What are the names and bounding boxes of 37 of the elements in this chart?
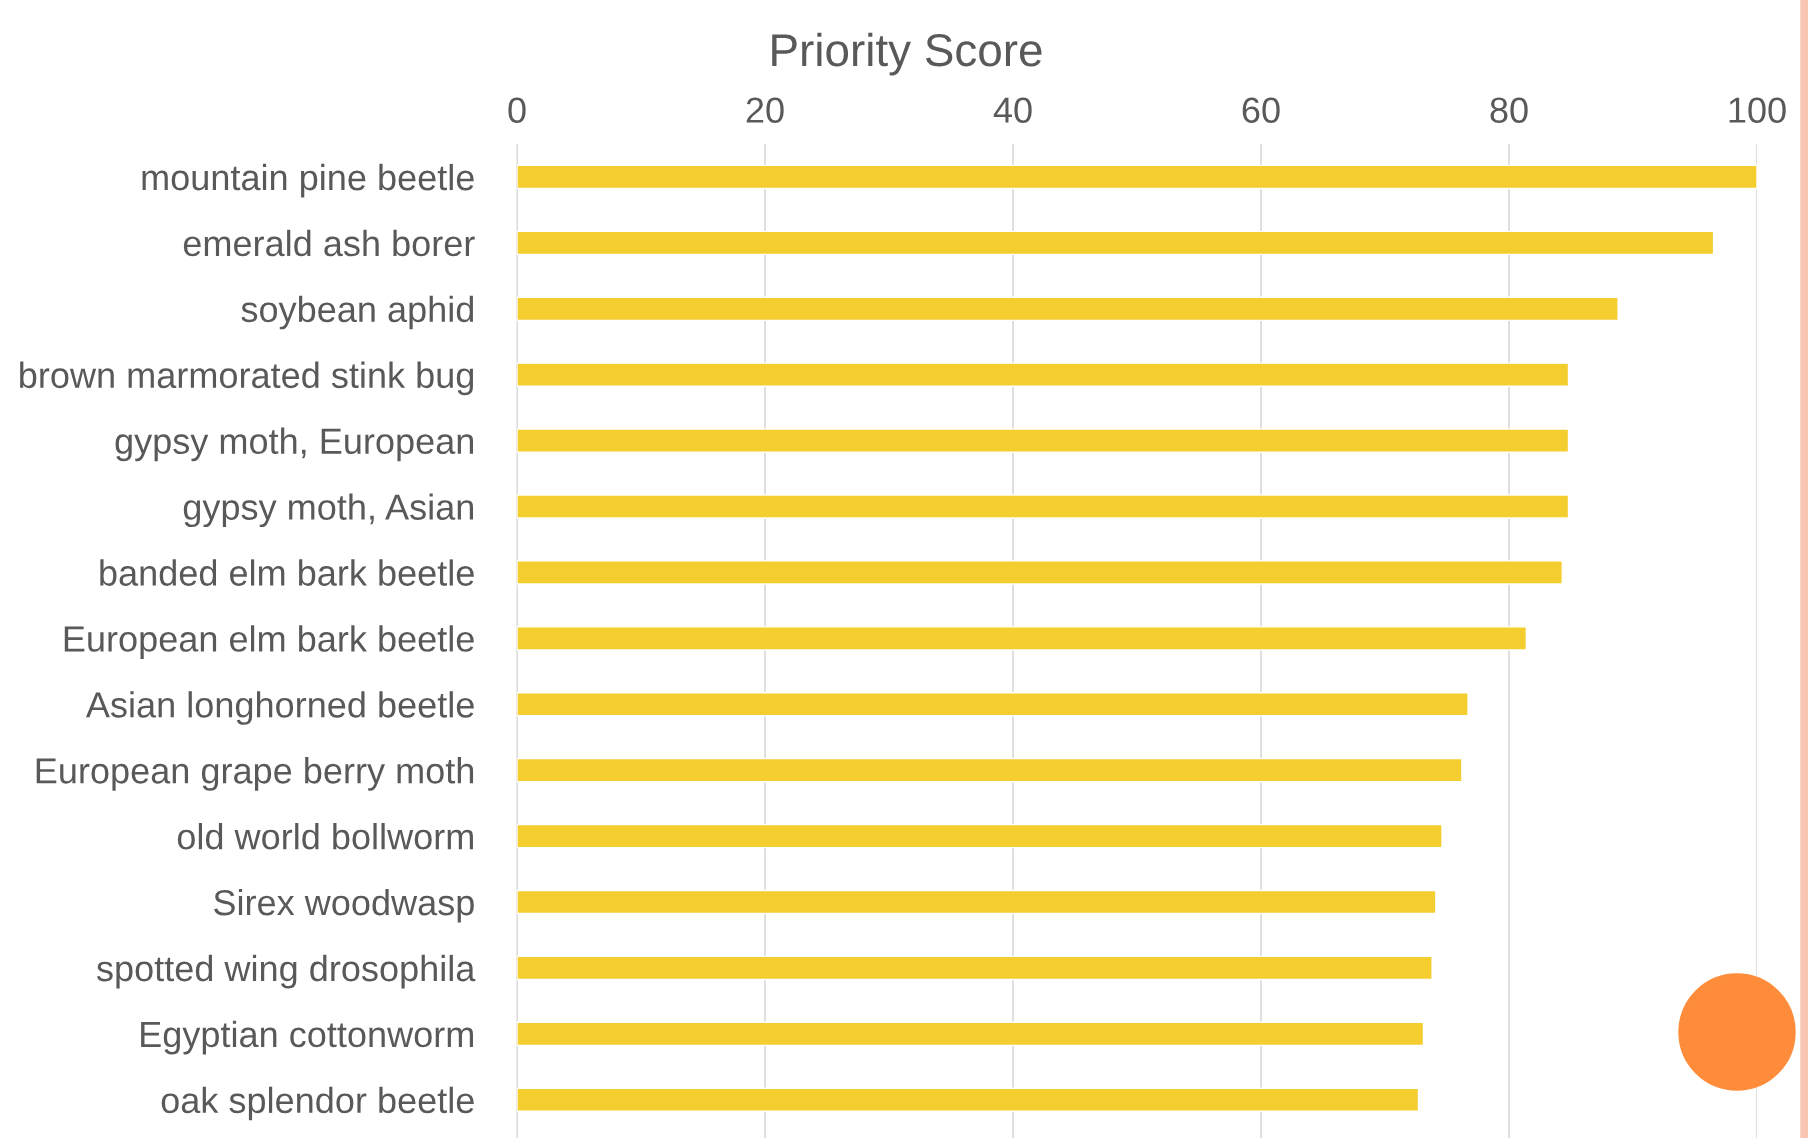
bar [517, 428, 1570, 453]
bar [517, 955, 1433, 981]
y-tick-label: banded elm bark beetle [100, 559, 474, 586]
x-tick-label: 80 [1490, 97, 1528, 123]
x-tick-label: 0 [508, 97, 526, 123]
bar [517, 296, 1619, 322]
y-tick-label: Asian longhorned beetle [85, 691, 474, 725]
x-tick-label: 60 [1242, 97, 1280, 123]
y-tick-label: brown marmorated stink bug [20, 361, 474, 396]
bar [517, 692, 1469, 717]
bar [517, 889, 1437, 915]
y-tick-label: oak splendor beetle [161, 1086, 474, 1121]
y-tick-label: old world bollworm [177, 823, 473, 850]
y-tick-label: gypsy moth, Asian [183, 493, 473, 528]
bar [517, 362, 1570, 387]
bar [517, 757, 1463, 783]
x-tick-label: 20 [746, 97, 784, 123]
bar [517, 164, 1757, 190]
bar [517, 1087, 1420, 1112]
y-tick-label: Sirex woodwasp [214, 888, 474, 923]
y-tick-label: soybean aphid [241, 295, 474, 330]
y-tick-label: Egyptian cottonworm [141, 1020, 473, 1055]
y-tick-label: mountain pine beetle [142, 163, 474, 198]
x-axis-title: Priority Score [772, 32, 1042, 76]
y-tick-label: emerald ash borer [183, 229, 475, 257]
bar [517, 230, 1715, 256]
bar [517, 1021, 1425, 1047]
bar [517, 494, 1570, 519]
bar [517, 626, 1528, 651]
bar [517, 560, 1564, 585]
y-tick-label: spotted wing drosophila [96, 954, 476, 989]
y-tick-label: European elm bark beetle [64, 625, 474, 659]
bar [517, 823, 1443, 849]
x-tick-label: 40 [993, 97, 1032, 123]
y-tick-label: gypsy moth, European [115, 427, 474, 462]
y-tick-label: European grape berry moth [36, 757, 474, 791]
x-tick-label: 100 [1729, 97, 1786, 123]
